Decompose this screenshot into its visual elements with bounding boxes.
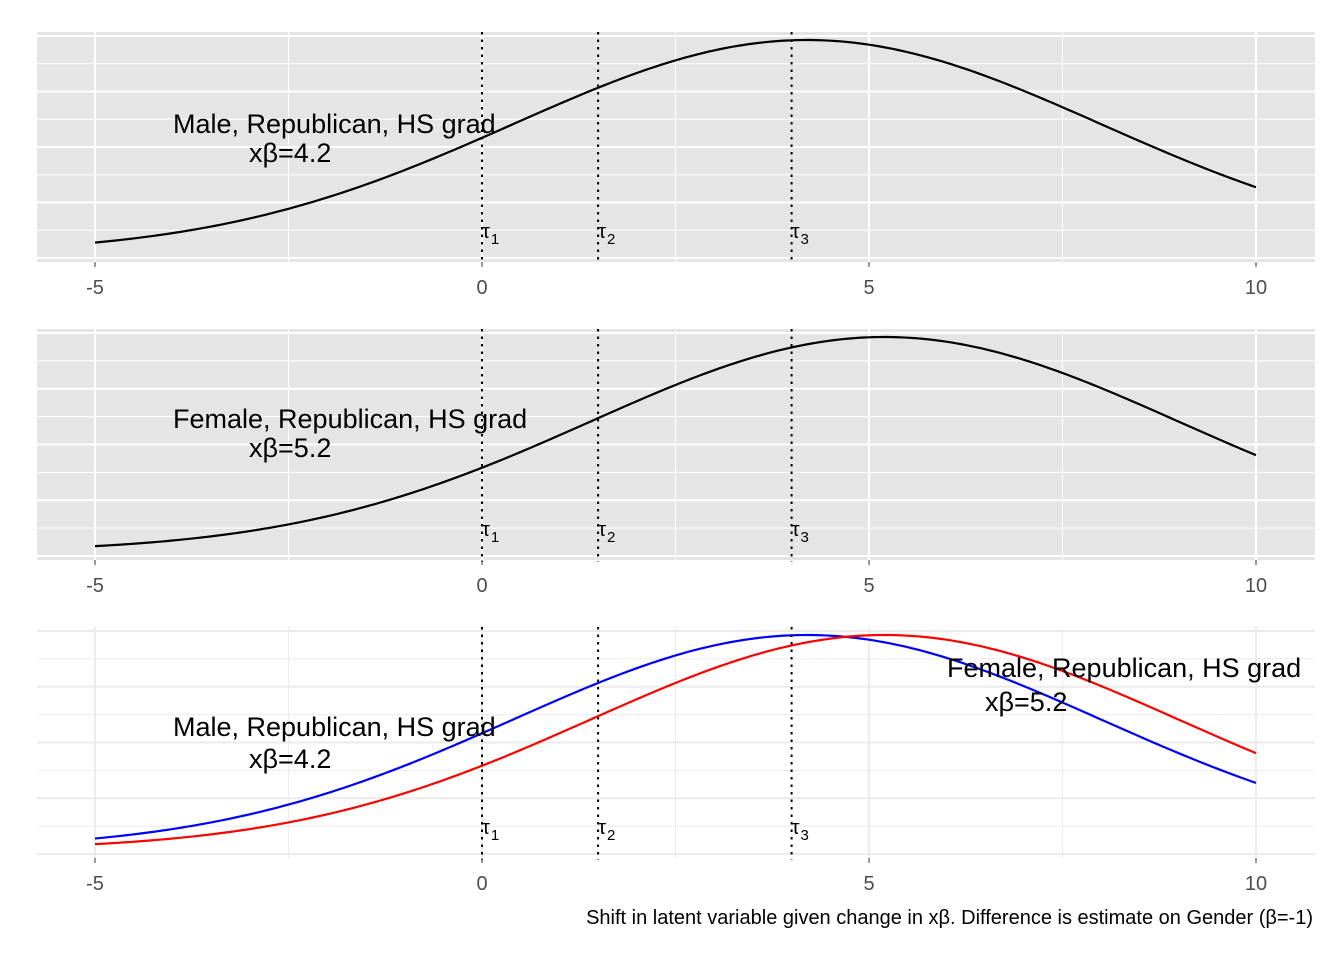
annotation-label: Female, Republican, HS grad: [173, 404, 527, 434]
x-tick-label: 5: [863, 575, 874, 597]
caption: Shift in latent variable given change in…: [586, 907, 1313, 929]
annotation-label: Male, Republican, HS grad: [173, 712, 496, 742]
density-curve: [94, 633, 1257, 846]
annotation-label: Female, Republican, HS grad: [947, 653, 1301, 683]
x-tick-label: 0: [476, 873, 487, 895]
annotation-xbeta: xβ=5.2: [249, 433, 331, 463]
density-curve: [94, 38, 1257, 244]
threshold-label: τ1: [482, 817, 499, 844]
x-tick-label: -5: [86, 575, 104, 597]
annotation-xbeta: xβ=4.2: [249, 138, 331, 168]
x-tick-label: 10: [1245, 575, 1267, 597]
x-tick-label: -5: [86, 873, 104, 895]
annotation-label: Male, Republican, HS grad: [173, 109, 496, 139]
x-tick-label: 0: [476, 277, 487, 299]
x-tick-label: 0: [476, 575, 487, 597]
x-tick-label: -5: [86, 277, 104, 299]
x-tick-label: 10: [1245, 277, 1267, 299]
x-tick-label: 5: [863, 873, 874, 895]
x-tick-label: 10: [1245, 873, 1267, 895]
x-tick-label: 5: [863, 277, 874, 299]
annotation-xbeta: xβ=5.2: [985, 687, 1067, 717]
density-curve: [94, 633, 1257, 840]
annotation-xbeta: xβ=4.2: [249, 744, 331, 774]
threshold-label: τ2: [598, 817, 615, 844]
threshold-label: τ3: [792, 817, 809, 844]
density-curve: [94, 335, 1257, 548]
